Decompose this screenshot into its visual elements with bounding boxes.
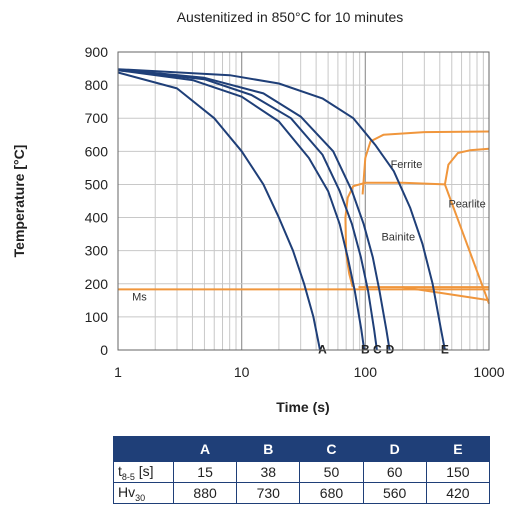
chart-title: Austenitized in 850°C for 10 minutes: [177, 9, 404, 25]
y-tick-label: 0: [100, 342, 108, 358]
cooling-curve-E: [117, 68, 446, 351]
transformation-line: [402, 286, 490, 302]
y-tick-label: 200: [85, 276, 109, 292]
y-axis-label: Temperature [°C]: [11, 145, 27, 258]
row-label: t8-5 [s]: [113, 461, 174, 483]
table-cell: 680: [299, 482, 364, 504]
table-row: Hv30 880 730 680 560 420: [113, 482, 491, 504]
table-header-cell: [113, 436, 174, 462]
table-cell: 38: [236, 461, 301, 483]
y-tick-label: 700: [85, 110, 109, 126]
phase-annotations: Ferrite Pearlite Bainite Ms: [132, 159, 486, 303]
table-header-cell: D: [362, 436, 427, 462]
table-cell: 560: [362, 482, 427, 504]
cooling-curve-B: [117, 69, 366, 351]
phase-label: Bainite: [381, 232, 415, 244]
phase-label: Pearlite: [448, 199, 485, 211]
y-tick-label: 900: [85, 44, 109, 60]
y-tick-label: 500: [85, 176, 109, 192]
table-cell: 730: [236, 482, 301, 504]
table-cell: 50: [299, 461, 364, 483]
cooling-curve-C: [117, 69, 378, 351]
cct-chart: Austenitized in 850°C for 10 minutes 010…: [11, 9, 505, 415]
y-tick-label: 400: [85, 210, 109, 226]
x-tick-label: 100: [354, 364, 378, 380]
cooling-curve-A: [117, 71, 321, 351]
y-tick-label: 800: [85, 77, 109, 93]
table-body: t8-5 [s] 15 38 50 60 150 Hv30 880 730 680 560 420: [113, 461, 491, 504]
transformation-line: [344, 181, 445, 288]
table-header-cell: E: [425, 436, 491, 462]
x-tick-label: 1000: [473, 364, 504, 380]
phase-label: Ms: [132, 291, 147, 303]
table-cell: 15: [172, 461, 238, 483]
table-header-cell: B: [236, 436, 301, 462]
transformation-line: [443, 147, 490, 185]
y-tick-label: 600: [85, 143, 109, 159]
plot-frame: [117, 51, 490, 351]
table-cell: 150: [425, 461, 491, 483]
grid: [117, 51, 490, 351]
y-tick-label: 300: [85, 243, 109, 259]
cooling-curves: [117, 68, 446, 351]
table-header-cell: A: [172, 436, 238, 462]
x-tick-label: 1: [114, 364, 122, 380]
transformation-lines: [118, 130, 490, 304]
y-tick-label: 100: [85, 309, 109, 325]
tick-labels: 0 100 200 300 400 500 600 700 800 900 1 10 100 1000: [85, 44, 505, 380]
x-tick-label: 10: [234, 364, 250, 380]
table-row: t8-5 [s] 15 38 50 60 150: [113, 461, 491, 483]
row-label: Hv30: [113, 482, 174, 504]
table-cell: 60: [362, 461, 427, 483]
cooling-curve-D: [117, 68, 391, 351]
table-cell: 880: [172, 482, 238, 504]
table-cell: 420: [425, 482, 491, 504]
transformation-line: [361, 130, 490, 195]
table-header-cell: C: [299, 436, 364, 462]
phase-label: Ferrite: [391, 159, 423, 171]
transformation-line: [443, 184, 490, 304]
x-axis-label: Time (s): [276, 399, 329, 415]
